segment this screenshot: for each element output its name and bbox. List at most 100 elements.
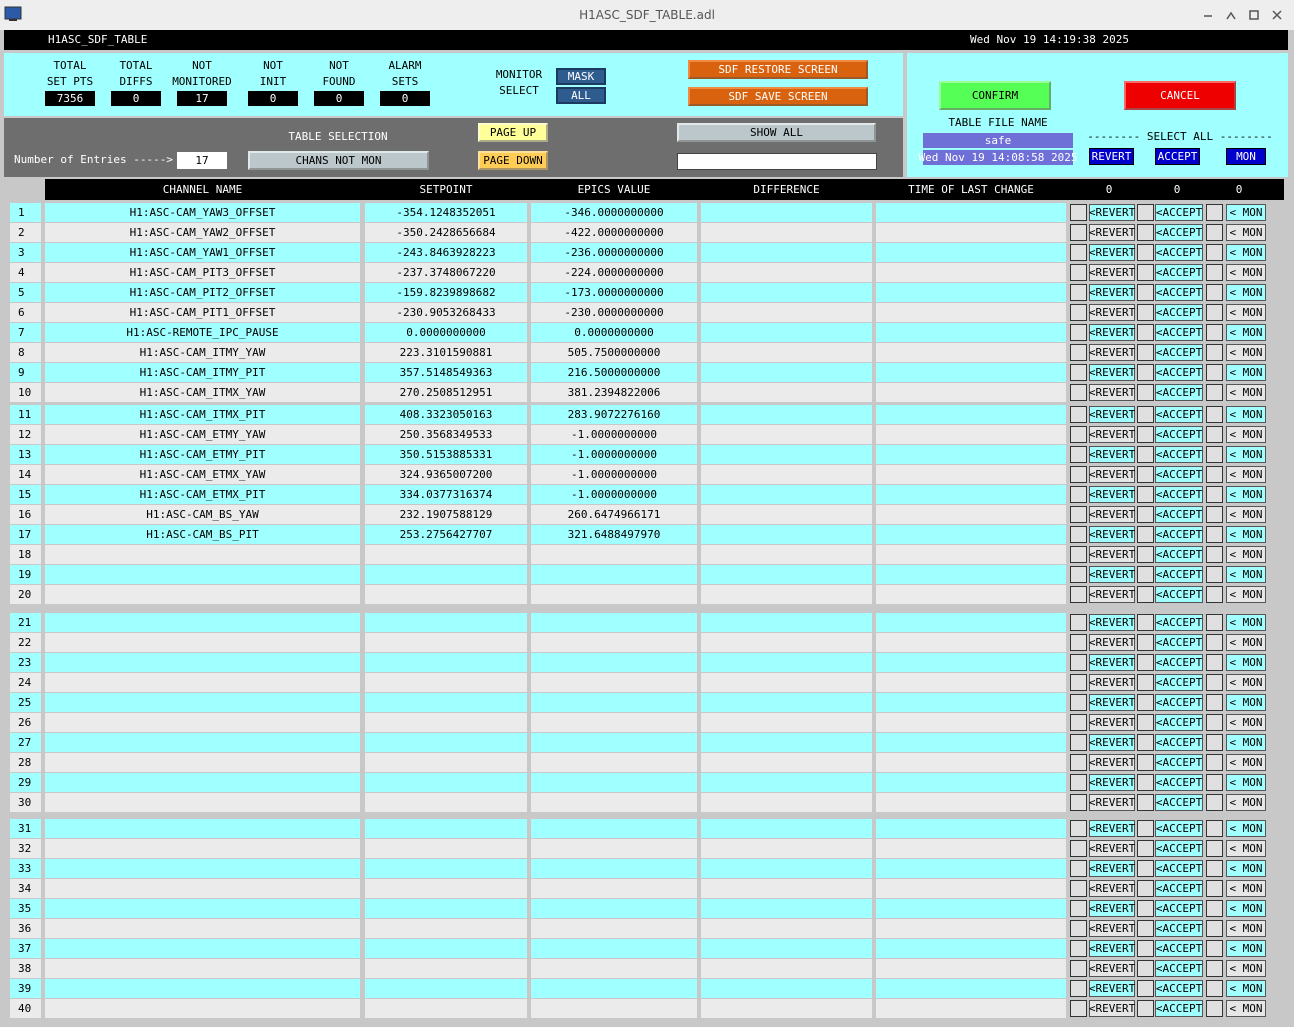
row-accept[interactable]: <ACCEPT [1155, 364, 1203, 381]
select-all-accept[interactable]: ACCEPT [1155, 148, 1200, 165]
row-checkbox[interactable] [1206, 506, 1223, 523]
row-mon[interactable]: < MON [1226, 900, 1266, 917]
row-checkbox[interactable] [1137, 364, 1154, 381]
row-accept[interactable]: <ACCEPT [1155, 734, 1203, 751]
row-checkbox[interactable] [1137, 406, 1154, 423]
row-checkbox[interactable] [1206, 304, 1223, 321]
all-button[interactable]: ALL [556, 87, 606, 104]
row-checkbox[interactable] [1070, 244, 1087, 261]
row-revert[interactable]: <REVERT [1088, 204, 1136, 221]
row-checkbox[interactable] [1206, 794, 1223, 811]
row-checkbox[interactable] [1070, 466, 1087, 483]
row-mon[interactable]: < MON [1226, 840, 1266, 857]
row-accept[interactable]: <ACCEPT [1155, 754, 1203, 771]
row-accept[interactable]: <ACCEPT [1155, 204, 1203, 221]
row-checkbox[interactable] [1070, 860, 1087, 877]
row-checkbox[interactable] [1206, 284, 1223, 301]
row-revert[interactable]: <REVERT [1088, 466, 1136, 483]
row-revert[interactable]: <REVERT [1088, 1000, 1136, 1017]
row-mon[interactable]: < MON [1226, 920, 1266, 937]
row-checkbox[interactable] [1206, 486, 1223, 503]
row-checkbox[interactable] [1206, 920, 1223, 937]
row-checkbox[interactable] [1206, 566, 1223, 583]
mask-button[interactable]: MASK [556, 68, 606, 85]
row-checkbox[interactable] [1137, 426, 1154, 443]
row-accept[interactable]: <ACCEPT [1155, 406, 1203, 423]
row-checkbox[interactable] [1206, 406, 1223, 423]
row-checkbox[interactable] [1206, 384, 1223, 401]
row-checkbox[interactable] [1070, 840, 1087, 857]
row-accept[interactable]: <ACCEPT [1155, 1000, 1203, 1017]
row-mon[interactable]: < MON [1226, 486, 1266, 503]
row-accept[interactable]: <ACCEPT [1155, 324, 1203, 341]
row-checkbox[interactable] [1137, 344, 1154, 361]
row-accept[interactable]: <ACCEPT [1155, 344, 1203, 361]
row-checkbox[interactable] [1137, 654, 1154, 671]
save-button[interactable]: SDF SAVE SCREEN [688, 87, 868, 106]
row-checkbox[interactable] [1137, 674, 1154, 691]
row-mon[interactable]: < MON [1226, 694, 1266, 711]
row-checkbox[interactable] [1137, 224, 1154, 241]
select-all-mon[interactable]: MON [1226, 148, 1266, 165]
row-accept[interactable]: <ACCEPT [1155, 960, 1203, 977]
row-checkbox[interactable] [1137, 586, 1154, 603]
row-checkbox[interactable] [1206, 244, 1223, 261]
row-checkbox[interactable] [1206, 820, 1223, 837]
row-checkbox[interactable] [1070, 940, 1087, 957]
row-checkbox[interactable] [1070, 960, 1087, 977]
row-checkbox[interactable] [1137, 264, 1154, 281]
row-mon[interactable]: < MON [1226, 734, 1266, 751]
row-revert[interactable]: <REVERT [1088, 546, 1136, 563]
row-checkbox[interactable] [1206, 940, 1223, 957]
row-checkbox[interactable] [1206, 694, 1223, 711]
row-revert[interactable]: <REVERT [1088, 264, 1136, 281]
row-mon[interactable]: < MON [1226, 880, 1266, 897]
restore-button[interactable]: SDF RESTORE SCREEN [688, 60, 868, 79]
row-mon[interactable]: < MON [1226, 244, 1266, 261]
row-accept[interactable]: <ACCEPT [1155, 714, 1203, 731]
row-checkbox[interactable] [1137, 694, 1154, 711]
row-checkbox[interactable] [1070, 674, 1087, 691]
row-accept[interactable]: <ACCEPT [1155, 486, 1203, 503]
row-mon[interactable]: < MON [1226, 674, 1266, 691]
row-checkbox[interactable] [1137, 900, 1154, 917]
row-mon[interactable]: < MON [1226, 566, 1266, 583]
row-checkbox[interactable] [1137, 446, 1154, 463]
row-checkbox[interactable] [1137, 466, 1154, 483]
row-revert[interactable]: <REVERT [1088, 940, 1136, 957]
row-checkbox[interactable] [1206, 860, 1223, 877]
row-checkbox[interactable] [1206, 674, 1223, 691]
row-revert[interactable]: <REVERT [1088, 364, 1136, 381]
row-checkbox[interactable] [1070, 506, 1087, 523]
row-mon[interactable]: < MON [1226, 980, 1266, 997]
row-revert[interactable]: <REVERT [1088, 734, 1136, 751]
row-checkbox[interactable] [1137, 980, 1154, 997]
row-checkbox[interactable] [1137, 244, 1154, 261]
row-mon[interactable]: < MON [1226, 526, 1266, 543]
row-checkbox[interactable] [1070, 284, 1087, 301]
row-checkbox[interactable] [1070, 1000, 1087, 1017]
row-checkbox[interactable] [1206, 714, 1223, 731]
row-checkbox[interactable] [1137, 614, 1154, 631]
row-checkbox[interactable] [1070, 920, 1087, 937]
row-mon[interactable]: < MON [1226, 960, 1266, 977]
row-mon[interactable]: < MON [1226, 344, 1266, 361]
row-accept[interactable]: <ACCEPT [1155, 980, 1203, 997]
row-revert[interactable]: <REVERT [1088, 880, 1136, 897]
row-checkbox[interactable] [1137, 486, 1154, 503]
row-accept[interactable]: <ACCEPT [1155, 526, 1203, 543]
row-mon[interactable]: < MON [1226, 714, 1266, 731]
row-checkbox[interactable] [1070, 754, 1087, 771]
row-accept[interactable]: <ACCEPT [1155, 654, 1203, 671]
row-checkbox[interactable] [1206, 774, 1223, 791]
row-checkbox[interactable] [1070, 820, 1087, 837]
row-checkbox[interactable] [1206, 980, 1223, 997]
row-accept[interactable]: <ACCEPT [1155, 446, 1203, 463]
row-mon[interactable]: < MON [1226, 384, 1266, 401]
row-mon[interactable]: < MON [1226, 364, 1266, 381]
row-checkbox[interactable] [1070, 344, 1087, 361]
row-accept[interactable]: <ACCEPT [1155, 694, 1203, 711]
row-mon[interactable]: < MON [1226, 264, 1266, 281]
row-revert[interactable]: <REVERT [1088, 840, 1136, 857]
row-accept[interactable]: <ACCEPT [1155, 426, 1203, 443]
